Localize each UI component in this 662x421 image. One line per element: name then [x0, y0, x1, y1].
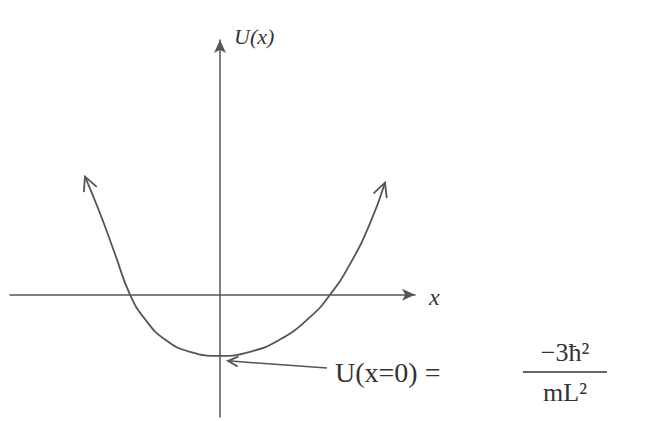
svg-text:mL²: mL²	[543, 378, 587, 407]
svg-text:x: x	[428, 284, 440, 310]
svg-text:U(x): U(x)	[234, 24, 274, 49]
svg-text:U(x=0) =: U(x=0) =	[335, 357, 440, 388]
svg-text:−3ħ²: −3ħ²	[541, 338, 590, 367]
